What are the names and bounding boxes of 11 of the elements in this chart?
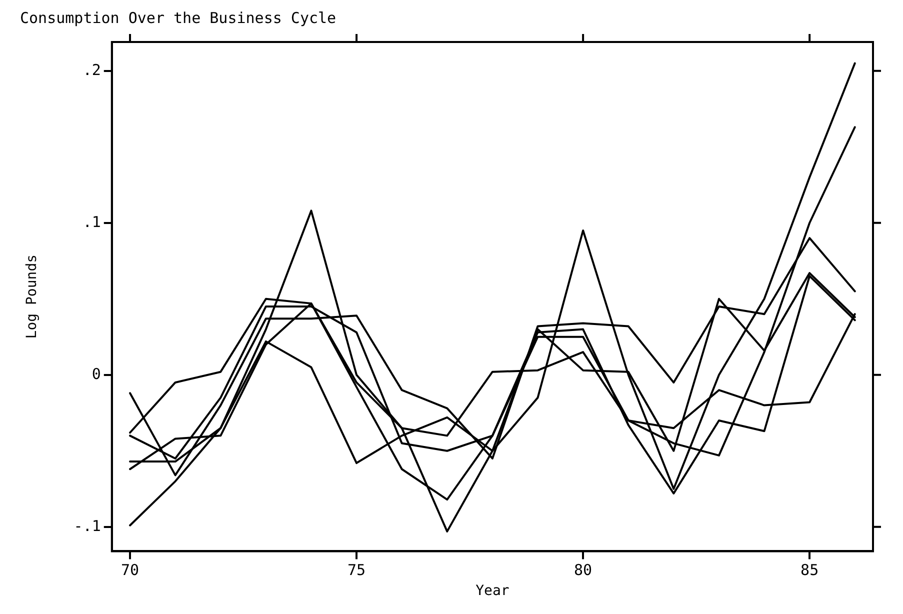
y-tick-label: .2: [82, 60, 101, 79]
y-tick-label: -.1: [74, 516, 101, 535]
x-tick-label: 75: [348, 561, 366, 580]
x-tick-label: 70: [120, 561, 140, 580]
x-tick-label: 85: [800, 561, 819, 580]
chart-title: Consumption Over the Business Cycle: [20, 8, 336, 27]
x-axis-title: Year: [476, 583, 510, 600]
y-axis-title: Log Pounds: [24, 254, 40, 339]
x-tick-label: 80: [574, 561, 592, 580]
y-tick-label: 0: [92, 364, 101, 383]
y-tick-label: .1: [82, 212, 101, 231]
